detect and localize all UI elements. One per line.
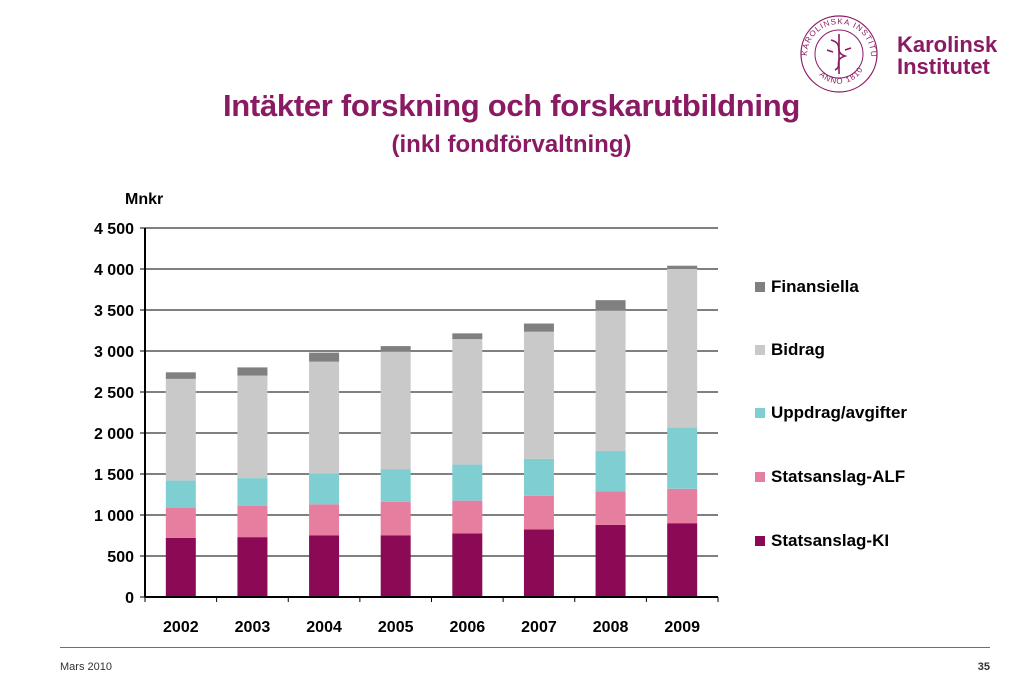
bar-segment [380, 501, 411, 536]
bar-segment [452, 500, 483, 534]
page-number: 35 [977, 661, 990, 673]
y-tick-label: 1 000 [94, 508, 134, 525]
y-tick-label: 500 [107, 549, 134, 566]
bar-segment [523, 323, 554, 332]
legend-swatch [755, 536, 765, 546]
bar-segment [165, 480, 196, 508]
bar-segment [309, 535, 340, 597]
bar-segment [523, 458, 554, 496]
staff-icon [826, 34, 852, 74]
bar-segment [165, 378, 196, 481]
y-tick-label: 3 000 [94, 344, 134, 361]
bar-segment [667, 427, 698, 489]
bar-segment [452, 464, 483, 501]
bar-segment [237, 505, 268, 538]
bar-segment [309, 473, 340, 505]
bar-segment [237, 375, 268, 479]
bar-segment [595, 310, 626, 452]
legend-label: Uppdrag/avgifter [771, 403, 907, 422]
bar-segment [237, 537, 268, 597]
bar-segment [667, 265, 698, 269]
bar-segment [165, 537, 196, 597]
bar-segment [595, 300, 626, 311]
bar-segment [452, 333, 483, 340]
y-tick-label: 3 500 [94, 303, 134, 320]
legend-label: Statsanslag-KI [771, 531, 889, 550]
bar-segment [380, 535, 411, 597]
y-tick-label: 2 500 [94, 385, 134, 402]
x-tick-label: 2008 [593, 619, 629, 636]
y-tick-label: 2 000 [94, 426, 134, 443]
legend-swatch [755, 282, 765, 292]
bar-segment [380, 346, 411, 352]
bar-segment [165, 507, 196, 538]
bar-segment [452, 533, 483, 597]
bar-segment [523, 495, 554, 530]
legend-label: Bidrag [771, 340, 825, 359]
x-tick-label: 2003 [235, 619, 271, 636]
y-unit-label: Mnkr [125, 191, 163, 208]
x-tick-label: 2005 [378, 619, 414, 636]
footer-date: Mars 2010 [60, 661, 112, 673]
legend-swatch [755, 345, 765, 355]
bar-segment [309, 361, 340, 474]
x-tick-label: 2006 [450, 619, 486, 636]
x-tick-label: 2007 [521, 619, 557, 636]
legend-swatch [755, 408, 765, 418]
karolinska-logo: KAROLINSKA INSTITUTET ANNO 1810 Karolins… [797, 14, 997, 93]
footer-divider [60, 647, 990, 648]
bar-segment [380, 351, 411, 470]
bar-segment [595, 491, 626, 525]
y-tick-label: 1 500 [94, 467, 134, 484]
bar-segment [237, 478, 268, 506]
chart-title: Intäkter forskning och forskarutbildning [222, 88, 801, 123]
bar-segment [452, 339, 483, 465]
logo-name-line1: Karolinska [897, 32, 997, 57]
x-tick-label: 2004 [306, 619, 342, 636]
bar-segment [309, 504, 340, 536]
bar-segment [595, 451, 626, 492]
x-tick-label: 2002 [163, 619, 199, 636]
bar-segment [667, 523, 698, 597]
y-tick-label: 0 [125, 590, 134, 607]
bar-segment [595, 524, 626, 597]
bar-segment [667, 269, 698, 428]
logo-name-line2: Institutet [897, 54, 991, 79]
bar-segment [523, 529, 554, 597]
bar-segment [523, 331, 554, 459]
bar-segment [237, 367, 268, 376]
legend-label: Statsanslag-ALF [771, 467, 905, 486]
bar-segment [309, 352, 340, 362]
legend-label: Finansiella [771, 277, 859, 296]
bar-segment [165, 372, 196, 379]
bar-segment [667, 488, 698, 524]
x-tick-label: 2009 [664, 619, 700, 636]
y-tick-label: 4 000 [94, 262, 134, 279]
bar-segment [380, 469, 411, 502]
y-tick-label: 4 500 [94, 221, 134, 238]
legend-swatch [755, 472, 765, 482]
chart-subtitle: (inkl fondförvaltning) [391, 131, 632, 158]
